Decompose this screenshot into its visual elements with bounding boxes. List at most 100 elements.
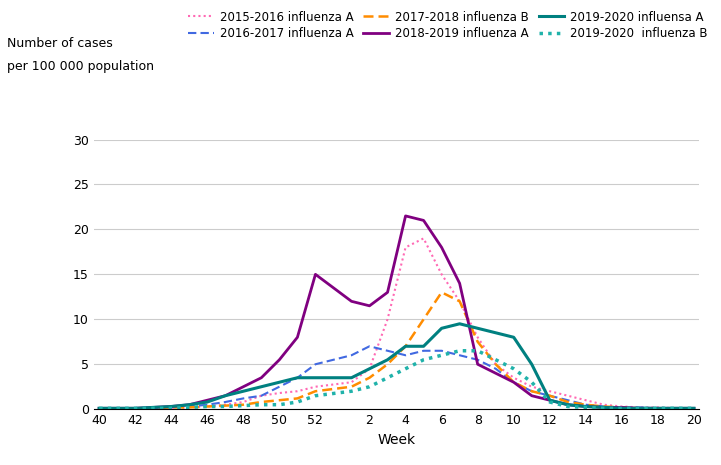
2017-2018 influenza B xyxy=(582,402,590,407)
2019-2020 influensa A xyxy=(600,405,609,410)
2018-2019 influenza A xyxy=(401,213,410,219)
2017-2018 influenza B xyxy=(456,299,464,304)
2017-2018 influenza B xyxy=(420,317,428,322)
2018-2019 influenza A xyxy=(528,393,536,399)
2018-2019 influenza A xyxy=(131,405,140,411)
X-axis label: Week: Week xyxy=(378,432,415,446)
Line: 2016-2017 influenza A: 2016-2017 influenza A xyxy=(99,346,694,408)
2019-2020 influensa A xyxy=(546,398,554,403)
2019-2020  influenza B xyxy=(311,393,320,399)
2019-2020  influenza B xyxy=(95,405,104,411)
2017-2018 influenza B xyxy=(167,405,176,410)
2018-2019 influenza A xyxy=(348,299,356,304)
2018-2019 influenza A xyxy=(546,398,554,403)
2016-2017 influenza A xyxy=(275,384,284,390)
2016-2017 influenza A xyxy=(654,405,663,411)
2016-2017 influenza A xyxy=(437,348,446,353)
2016-2017 influenza A xyxy=(384,348,392,353)
2017-2018 influenza B xyxy=(401,344,410,349)
2019-2020  influenza B xyxy=(510,366,518,372)
2017-2018 influenza B xyxy=(437,290,446,295)
2019-2020  influenza B xyxy=(149,405,158,411)
2018-2019 influenza A xyxy=(203,398,212,403)
2015-2016 influenza A xyxy=(95,405,104,411)
2018-2019 influenza A xyxy=(564,402,572,407)
2019-2020 influensa A xyxy=(131,405,140,411)
2019-2020 influensa A xyxy=(112,405,121,411)
2015-2016 influenza A xyxy=(167,405,176,411)
2017-2018 influenza B xyxy=(239,402,248,407)
2015-2016 influenza A xyxy=(474,334,482,340)
2018-2019 influenza A xyxy=(112,405,121,411)
2019-2020  influenza B xyxy=(672,405,681,411)
2017-2018 influenza B xyxy=(636,405,645,411)
2018-2019 influenza A xyxy=(510,379,518,385)
2018-2019 influenza A xyxy=(600,405,609,410)
Text: per 100 000 population: per 100 000 population xyxy=(7,60,154,73)
2019-2020  influenza B xyxy=(492,357,500,363)
2016-2017 influenza A xyxy=(492,366,500,372)
2016-2017 influenza A xyxy=(528,388,536,394)
2016-2017 influenza A xyxy=(131,405,140,411)
2016-2017 influenza A xyxy=(582,402,590,407)
2016-2017 influenza A xyxy=(510,379,518,385)
2016-2017 influenza A xyxy=(95,405,104,411)
2019-2020  influenza B xyxy=(528,379,536,385)
Line: 2017-2018 influenza B: 2017-2018 influenza B xyxy=(99,292,694,408)
2016-2017 influenza A xyxy=(600,404,609,409)
2016-2017 influenza A xyxy=(546,393,554,399)
2017-2018 influenza B xyxy=(275,398,284,403)
2018-2019 influenza A xyxy=(672,405,681,411)
2017-2018 influenza B xyxy=(510,379,518,385)
2019-2020 influensa A xyxy=(384,357,392,363)
2019-2020 influensa A xyxy=(275,379,284,385)
2015-2016 influenza A xyxy=(564,393,572,399)
2019-2020  influenza B xyxy=(636,405,645,411)
2019-2020 influensa A xyxy=(366,366,374,372)
2017-2018 influenza B xyxy=(95,405,104,411)
2017-2018 influenza B xyxy=(257,399,266,405)
2019-2020  influenza B xyxy=(564,404,572,409)
2019-2020  influenza B xyxy=(257,402,266,407)
2015-2016 influenza A xyxy=(221,402,229,407)
2019-2020  influenza B xyxy=(456,348,464,353)
2018-2019 influenza A xyxy=(492,371,500,376)
2018-2019 influenza A xyxy=(618,405,627,410)
2019-2020  influenza B xyxy=(221,404,229,409)
2019-2020 influensa A xyxy=(167,404,176,409)
2015-2016 influenza A xyxy=(456,299,464,304)
2015-2016 influenza A xyxy=(348,379,356,385)
2016-2017 influenza A xyxy=(293,375,302,380)
2016-2017 influenza A xyxy=(618,405,627,410)
2018-2019 influenza A xyxy=(437,245,446,250)
2018-2019 influenza A xyxy=(311,272,320,277)
2018-2019 influenza A xyxy=(221,393,229,399)
2017-2018 influenza B xyxy=(293,396,302,401)
2019-2020 influensa A xyxy=(564,402,572,407)
2019-2020 influensa A xyxy=(95,405,104,411)
2016-2017 influenza A xyxy=(456,352,464,358)
2018-2019 influenza A xyxy=(185,402,193,407)
2019-2020  influenza B xyxy=(474,348,482,353)
2019-2020 influensa A xyxy=(510,334,518,340)
2016-2017 influenza A xyxy=(185,404,193,409)
2017-2018 influenza B xyxy=(564,399,572,405)
2019-2020  influenza B xyxy=(366,384,374,390)
2017-2018 influenza B xyxy=(149,405,158,411)
2018-2019 influenza A xyxy=(636,405,645,411)
Text: Number of cases: Number of cases xyxy=(7,37,113,50)
2015-2016 influenza A xyxy=(366,366,374,372)
2015-2016 influenza A xyxy=(112,405,121,411)
2017-2018 influenza B xyxy=(618,405,627,410)
2017-2018 influenza B xyxy=(203,404,212,409)
2018-2019 influenza A xyxy=(420,218,428,223)
2015-2016 influenza A xyxy=(131,405,140,411)
2019-2020  influenza B xyxy=(582,405,590,410)
2017-2018 influenza B xyxy=(474,339,482,345)
2017-2018 influenza B xyxy=(384,361,392,367)
2017-2018 influenza B xyxy=(672,405,681,411)
2019-2020 influensa A xyxy=(203,399,212,405)
2019-2020  influenza B xyxy=(167,405,176,411)
2015-2016 influenza A xyxy=(401,245,410,250)
2018-2019 influenza A xyxy=(149,405,158,410)
